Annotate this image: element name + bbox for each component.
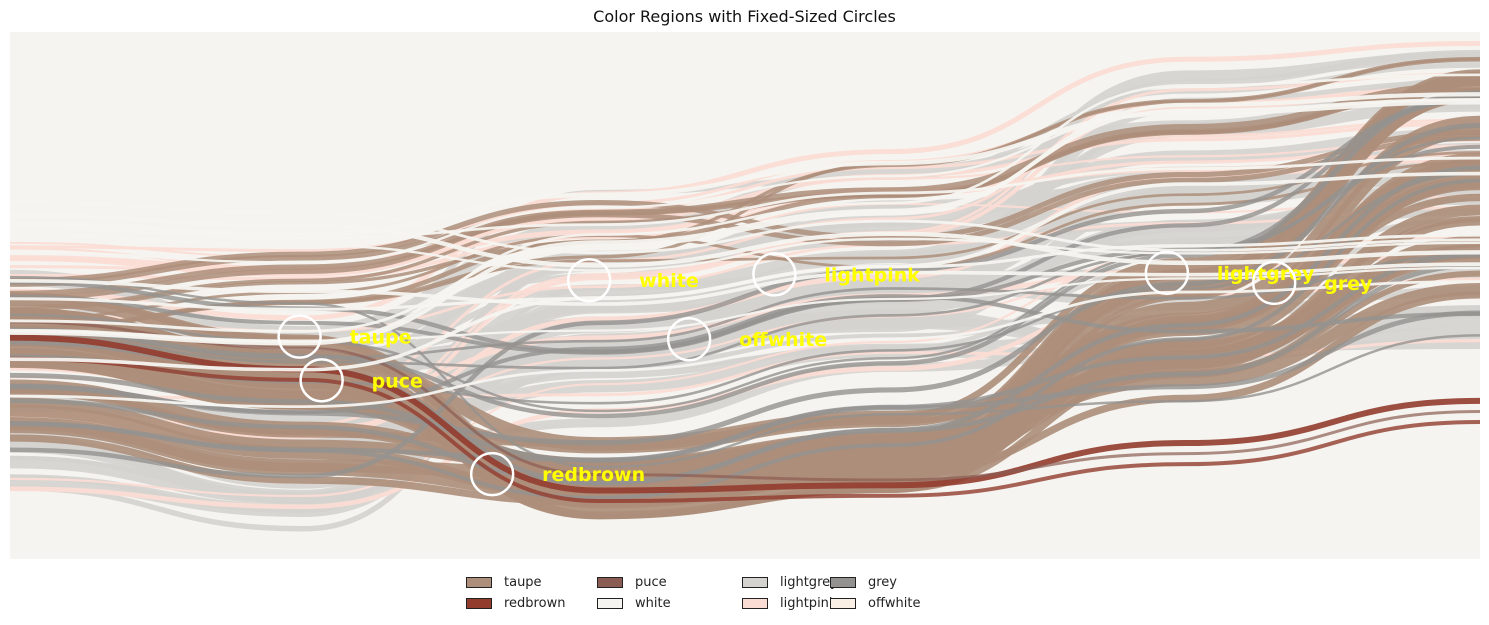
- annotation-circles: white lightpink lightgrey grey taupe offwhite…: [277, 250, 1373, 497]
- legend: taupe redbrown puce white lightgrey lightpink…: [466, 573, 1066, 617]
- white-gap: [10, 213, 1480, 268]
- legend-item-taupe: taupe: [466, 573, 542, 591]
- circle-label-redbrown: redbrown: [542, 464, 645, 486]
- white-gap: [10, 99, 1480, 264]
- legend-swatch: [597, 576, 623, 588]
- legend-swatch: [742, 597, 768, 609]
- legend-label: offwhite: [868, 595, 921, 611]
- grey-band: [10, 275, 1480, 469]
- taupe-band: [10, 86, 1480, 301]
- white-gap: [10, 73, 1480, 344]
- lightpink-band: [10, 118, 1480, 253]
- legend-item-lightpink: lightpink: [742, 594, 836, 612]
- legend-swatch: [597, 597, 623, 609]
- chart-title: Color Regions with Fixed-Sized Circles: [593, 7, 896, 26]
- legend-item-offwhite: offwhite: [830, 594, 921, 612]
- white-gap: [10, 233, 1480, 311]
- color-regions: [10, 40, 1480, 532]
- circle-grey: [1251, 260, 1297, 306]
- legend-label: grey: [868, 574, 898, 590]
- legend-label: lightgrey: [780, 574, 838, 590]
- white-gap: [10, 280, 1480, 409]
- white-gap: [10, 233, 1480, 272]
- legend-item-puce: puce: [597, 573, 667, 591]
- legend-label: redbrown: [504, 595, 566, 611]
- circle-label-offwhite: offwhite: [739, 329, 827, 351]
- grey-band: [10, 178, 1480, 500]
- circle-lightgrey: [1144, 250, 1190, 296]
- circle-offwhite: [666, 316, 712, 362]
- legend-swatch: [466, 576, 492, 588]
- circle-label-lightgrey: lightgrey: [1217, 263, 1315, 285]
- circle-white: [566, 257, 612, 303]
- white-gap: [10, 156, 1480, 240]
- lightpink-band: [10, 40, 1480, 321]
- legend-label: lightpink: [780, 595, 837, 611]
- circle-label-lightpink: lightpink: [824, 264, 920, 286]
- legend-label: white: [635, 595, 671, 611]
- legend-item-lightgrey: lightgrey: [742, 573, 838, 591]
- grey-band: [10, 310, 1480, 463]
- circle-taupe: [277, 314, 322, 359]
- legend-swatch: [830, 597, 856, 609]
- taupe-band: [10, 129, 1480, 284]
- circle-lightpink: [752, 252, 797, 297]
- white-gap: [10, 100, 1480, 237]
- circle-label-white: white: [639, 270, 699, 292]
- legend-label: puce: [635, 574, 667, 590]
- puce-band: [10, 320, 1480, 482]
- legend-swatch: [830, 576, 856, 588]
- circle-puce: [299, 358, 344, 403]
- circle-label-taupe: taupe: [350, 327, 412, 349]
- circle-label-puce: puce: [372, 370, 423, 392]
- white-gap: [10, 200, 1480, 255]
- redbrown-band: [10, 356, 1480, 504]
- white-gap: [10, 262, 1480, 306]
- legend-label: taupe: [504, 574, 542, 590]
- legend-swatch: [742, 576, 768, 588]
- circle-label-grey: grey: [1324, 273, 1373, 295]
- lightpink-band: [10, 144, 1480, 281]
- grey-band: [10, 92, 1480, 419]
- circle-redbrown: [469, 451, 515, 497]
- taupe-band: [10, 135, 1480, 296]
- taupe-band: [10, 81, 1480, 287]
- legend-item-redbrown: redbrown: [466, 594, 565, 612]
- legend-swatch: [466, 597, 492, 609]
- white-gap: [10, 92, 1480, 346]
- legend-item-white: white: [597, 594, 671, 612]
- grey-band: [10, 97, 1480, 479]
- legend-item-grey: grey: [830, 573, 897, 591]
- color-region-plot: white lightpink lightgrey grey taupe offwhite…: [10, 32, 1480, 559]
